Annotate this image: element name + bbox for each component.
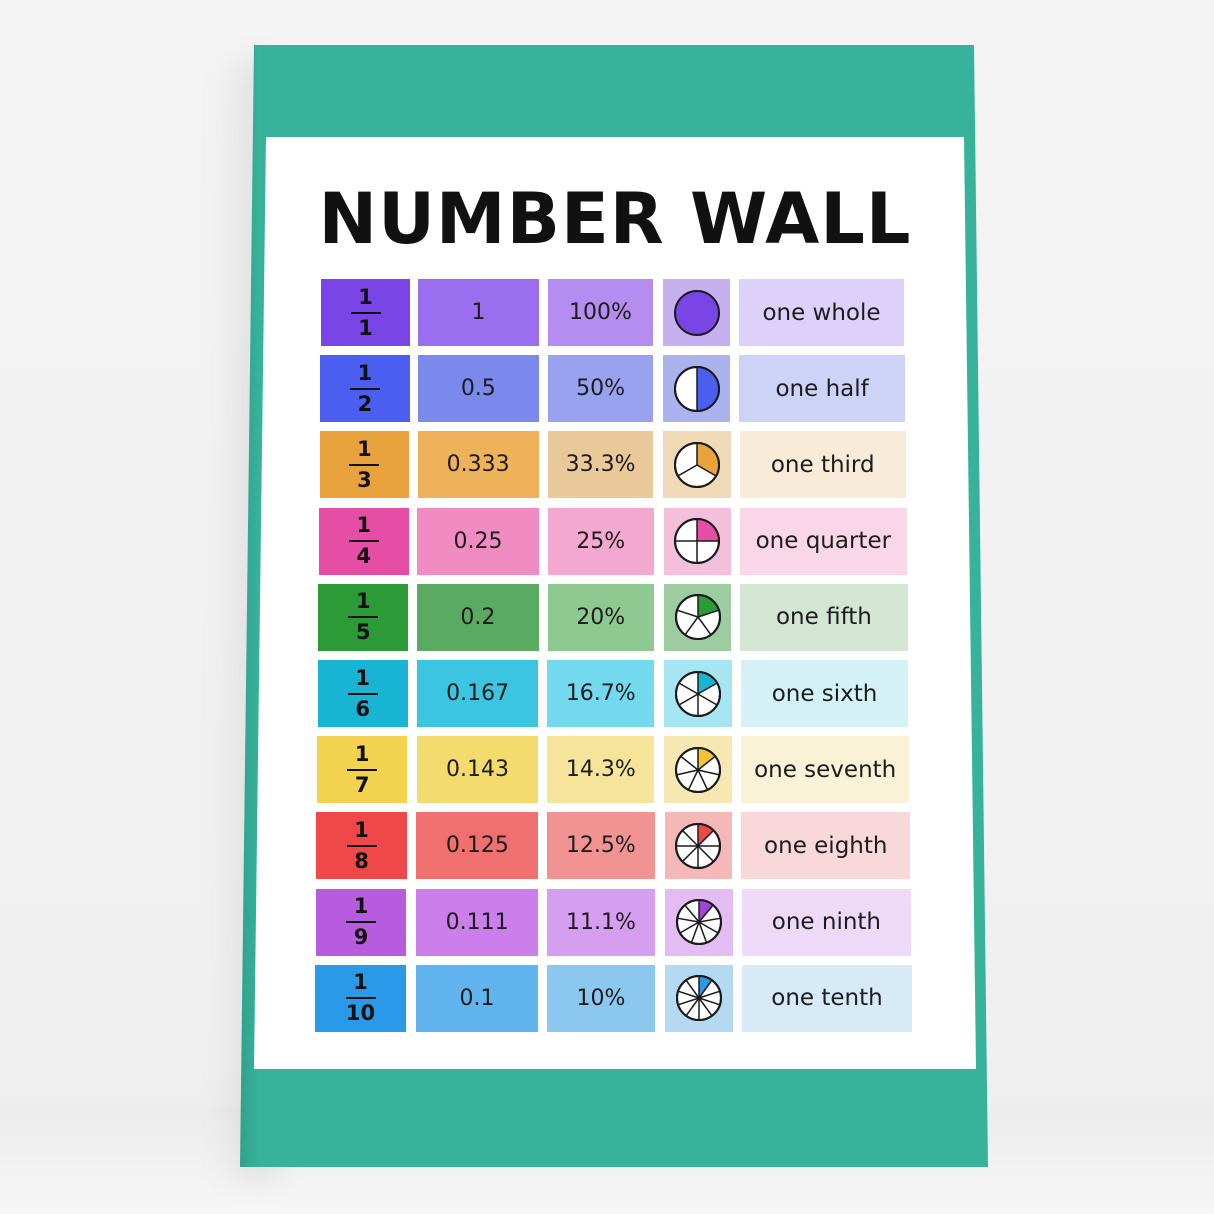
denominator: 3 [357, 467, 372, 492]
decimal-cell: 0.125 [416, 812, 539, 880]
fraction-bar [350, 311, 381, 314]
percent-cell: 16.7% [547, 660, 655, 727]
fraction-pie-icon [673, 365, 720, 412]
words-cell: one quarter [740, 507, 907, 575]
pie-cell [665, 964, 733, 1032]
fraction-pie-icon [674, 594, 721, 641]
words-cell: one eighth [741, 812, 911, 880]
numerator: 1 [357, 436, 372, 461]
words-cell: one half [739, 355, 905, 423]
pie-cell [663, 431, 731, 499]
decimal-cell: 0.1 [416, 964, 538, 1032]
words-cell: one fifth [740, 583, 908, 651]
decimal-cell: 0.5 [417, 355, 539, 423]
decimal-cell: 0.333 [417, 431, 539, 499]
words-cell: one tenth [742, 964, 912, 1032]
fraction-pie-icon [674, 441, 721, 488]
denominator: 8 [354, 848, 369, 873]
decimal-cell: 0.25 [417, 507, 539, 575]
words-cell: one third [739, 431, 906, 499]
numerator: 1 [357, 360, 373, 385]
fraction-bar [345, 997, 376, 1000]
percent-cell: 33.3% [547, 431, 654, 499]
fraction-bar [348, 616, 379, 619]
numerator: 1 [353, 894, 369, 919]
pie-cell [664, 812, 733, 880]
denominator: 2 [357, 391, 373, 416]
denominator: 9 [353, 925, 369, 950]
words-cell: one whole [739, 279, 904, 346]
percent-cell: 11.1% [547, 888, 655, 956]
words-cell: one seventh [741, 736, 910, 804]
decimal-cell: 0.143 [416, 736, 539, 804]
percent-cell: 25% [547, 507, 654, 575]
denominator: 5 [355, 620, 371, 645]
fraction-bar [349, 463, 380, 466]
percent-cell: 50% [547, 355, 654, 423]
numerator: 1 [353, 970, 368, 995]
percent-cell: 14.3% [547, 736, 655, 804]
pie-cell [663, 583, 732, 651]
denominator: 7 [354, 772, 370, 797]
fraction-bar [348, 540, 379, 543]
denominator: 1 [358, 315, 373, 340]
decimal-cell: 0.167 [416, 660, 539, 727]
fraction-pie-icon [675, 746, 722, 793]
fraction-cell: 1 10 [315, 964, 406, 1032]
fraction-pie-icon [675, 899, 722, 946]
words-cell: one sixth [740, 660, 909, 727]
fraction-bar [346, 844, 377, 847]
denominator: 4 [356, 544, 372, 569]
fraction-pie-icon [674, 518, 721, 565]
numerator: 1 [354, 817, 369, 842]
pie-cell [663, 507, 731, 575]
percent-cell: 20% [547, 583, 654, 651]
pie-cell [664, 888, 733, 956]
percent-cell: 12.5% [547, 812, 655, 880]
numerator: 1 [355, 665, 371, 690]
decimal-cell: 0.2 [417, 583, 539, 651]
fraction-bar [349, 387, 380, 390]
decimal-cell: 1 [418, 279, 539, 346]
fraction-pie-icon [675, 822, 722, 869]
fraction-pie-icon [673, 289, 720, 336]
numerator: 1 [354, 741, 370, 766]
pie-cell [663, 355, 731, 423]
numerator: 1 [355, 589, 371, 614]
percent-cell: 100% [548, 279, 653, 346]
numerator: 1 [356, 513, 372, 538]
denominator: 10 [345, 1001, 376, 1026]
decimal-cell: 0.111 [416, 888, 539, 956]
pie-cell [663, 279, 730, 346]
denominator: 6 [355, 696, 371, 721]
pie-cell [664, 660, 732, 727]
fraction-pie-icon [674, 670, 721, 717]
words-cell: one ninth [741, 888, 912, 956]
fraction-bar [346, 921, 377, 924]
numerator: 1 [358, 284, 373, 309]
fraction-bar [347, 692, 378, 695]
fraction-bar [347, 768, 378, 771]
poster-title: NUMBER WALL [318, 178, 912, 260]
pie-cell [664, 736, 732, 804]
percent-cell: 10% [547, 964, 655, 1032]
fraction-pie-icon [676, 975, 722, 1022]
